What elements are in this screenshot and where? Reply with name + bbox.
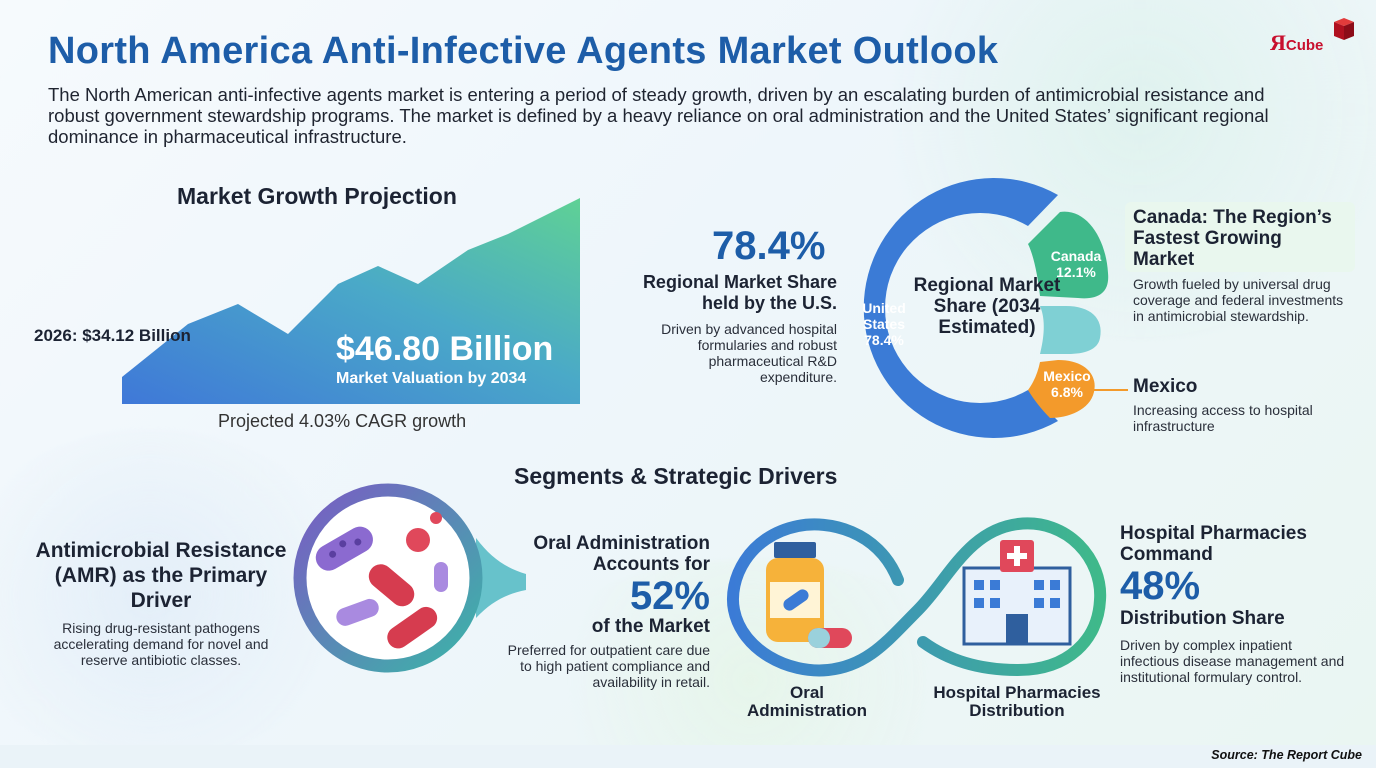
canada-callout-description: Growth fueled by universal drug coverage… xyxy=(1133,276,1344,324)
growth-end-value: $46.80 Billion xyxy=(336,330,554,368)
loop-path xyxy=(727,517,1107,677)
distribution-loop-diagram xyxy=(727,517,1107,677)
logo-wordmark: ЯCube xyxy=(1270,30,1323,56)
logo-cube-icon xyxy=(1334,18,1354,40)
background-blob-bottom-center xyxy=(520,560,980,768)
us-share-value: 78.4% xyxy=(712,224,826,268)
logo-sub: Cube xyxy=(1285,37,1324,54)
canada-callout-box xyxy=(1125,202,1355,272)
virus-red xyxy=(406,528,430,552)
page-title: North America Anti-Infective Agents Mark… xyxy=(48,30,999,72)
donut-slice-mexico xyxy=(1028,360,1095,418)
canada-segment-label: Canada 12.1% xyxy=(1044,248,1108,280)
growth-start-label: 2026: $34.12 Billion xyxy=(34,326,191,345)
hospital-title: Hospital Pharmacies Command xyxy=(1120,523,1307,565)
brand-logo: ЯCube xyxy=(1270,18,1354,58)
bacterium-purple xyxy=(315,526,373,571)
regional-donut-chart xyxy=(863,178,1128,438)
us-segment-label: United States 78.4% xyxy=(852,300,916,348)
logo-letter: Я xyxy=(1270,30,1286,55)
medicine-bottle-icon xyxy=(766,542,824,642)
bacterium-red-lower xyxy=(387,606,438,649)
oral-caption: Oral Administration xyxy=(747,683,867,720)
bacteria-icon xyxy=(293,483,526,673)
oral-title: Oral Administration Accounts for xyxy=(533,533,710,575)
bacterium-red xyxy=(368,564,415,607)
amr-description: Rising drug-resistant pathogens accelera… xyxy=(53,620,269,668)
donut-slice-united-states xyxy=(863,178,1058,438)
mexico-segment-label: Mexico 6.8% xyxy=(1036,368,1098,400)
hospital-caption: Hospital Pharmacies Distribution xyxy=(933,683,1101,720)
hospital-share-suffix: Distribution Share xyxy=(1120,608,1285,629)
growth-area-chart xyxy=(122,198,580,404)
segments-heading: Segments & Strategic Drivers xyxy=(514,463,838,489)
capsule-icon xyxy=(808,628,852,648)
intro-paragraph: The North American anti-infective agents… xyxy=(48,84,1269,147)
us-share-title: Regional Market Share held by the U.S. xyxy=(642,272,837,313)
capsule-small xyxy=(434,562,448,592)
growth-area-fill xyxy=(122,198,580,404)
oral-share-suffix: of the Market xyxy=(591,616,710,637)
mexico-segment-value: 6.8% xyxy=(1051,384,1083,400)
us-share-description: Driven by advanced hospital formularies … xyxy=(661,321,837,385)
growth-end-label: Market Valuation by 2034 xyxy=(336,370,527,387)
canada-segment-value: 12.1% xyxy=(1056,264,1096,280)
growth-chart-title: Market Growth Projection xyxy=(177,183,457,209)
canada-segment-name: Canada xyxy=(1050,248,1102,264)
mexico-segment-name: Mexico xyxy=(1043,368,1091,384)
donut-center-label: Regional Market Share (2034 Estimated) xyxy=(913,275,1061,338)
footer-bar xyxy=(0,745,1376,768)
canada-callout-title: Canada: The Region’s Fastest Growing Mar… xyxy=(1133,207,1332,270)
mexico-callout-description: Increasing access to hospital infrastruc… xyxy=(1133,402,1313,434)
hospital-share-value: 48% xyxy=(1120,564,1201,608)
bacterium-lilac xyxy=(336,598,379,626)
donut-slice-other xyxy=(1040,306,1101,354)
amr-title: Antimicrobial Resistance (AMR) as the Pr… xyxy=(35,539,287,612)
growth-cagr-caption: Projected 4.03% CAGR growth xyxy=(218,411,467,431)
donut-slice-canada xyxy=(1028,211,1109,299)
oral-share-value: 52% xyxy=(629,574,710,618)
oral-description: Preferred for outpatient care due to hig… xyxy=(507,642,710,690)
us-segment-name: United States xyxy=(862,300,906,332)
bacteria-tail xyxy=(476,538,526,618)
hospital-description: Driven by complex inpatient infectious d… xyxy=(1120,637,1345,685)
mexico-callout-title: Mexico xyxy=(1133,376,1198,397)
hospital-building-icon xyxy=(962,540,1072,646)
us-segment-value: 78.4% xyxy=(864,332,904,348)
source-note: Source: The Report Cube xyxy=(1211,748,1362,762)
virus-small xyxy=(430,512,442,524)
